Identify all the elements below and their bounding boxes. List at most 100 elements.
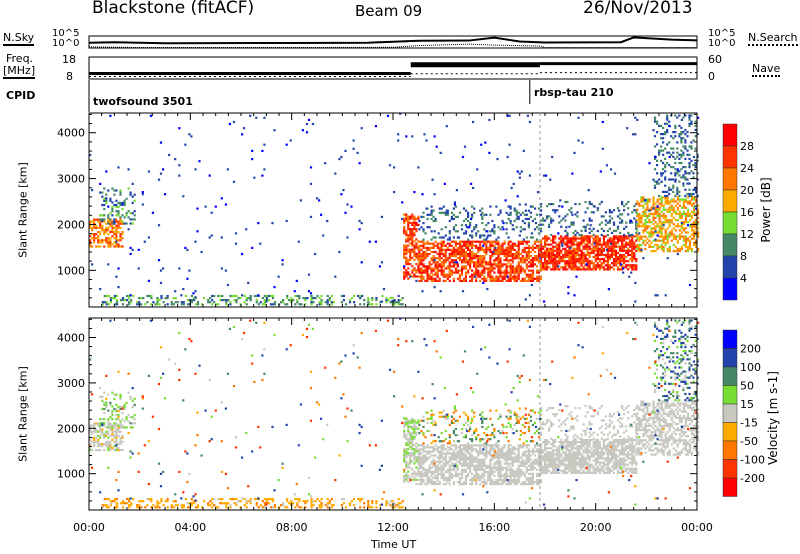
scatter-cell — [407, 448, 410, 451]
scatter-cell — [464, 244, 468, 247]
scatter-cell — [662, 149, 665, 152]
scatter-cell — [627, 237, 630, 240]
scatter-cell — [119, 407, 122, 411]
scatter-cell — [582, 266, 585, 269]
scatter-cell — [186, 506, 189, 509]
scatter-cell — [582, 245, 585, 248]
scatter-cell — [656, 214, 659, 218]
scatter-cell — [103, 442, 106, 446]
scatter-cell — [405, 435, 408, 438]
scatter-cell — [494, 246, 497, 249]
scatter-cell — [438, 450, 441, 453]
scatter-cell — [590, 247, 593, 250]
scatter-cell — [580, 237, 583, 240]
scatter-cell — [159, 269, 163, 272]
scatter-cell — [115, 239, 118, 242]
scatter-cell — [310, 301, 313, 304]
scatter-cell — [219, 498, 222, 501]
scatter-cell — [422, 458, 425, 461]
scatter-cell — [680, 137, 683, 140]
scatter-cell — [245, 500, 248, 503]
scatter-cell — [491, 479, 494, 482]
scatter-cell — [491, 228, 494, 231]
scatter-cell — [424, 483, 427, 486]
scatter-cell — [596, 247, 599, 250]
scatter-cell — [616, 258, 620, 261]
scatter-cell — [456, 456, 459, 459]
scatter-cell — [462, 277, 466, 280]
scatter-cell — [548, 237, 551, 240]
scatter-cell — [430, 257, 433, 260]
scatter-cell — [97, 430, 100, 433]
scatter-cell — [433, 135, 436, 138]
scatter-cell — [131, 218, 134, 221]
scatter-cell — [631, 253, 634, 257]
scatter-cell — [440, 250, 443, 254]
scatter-cell — [121, 230, 124, 234]
scatter-cell — [674, 250, 677, 253]
scatter-cell — [436, 257, 439, 260]
scatter-cell — [642, 239, 645, 242]
scatter-cell — [692, 233, 696, 236]
scatter-cell — [460, 279, 464, 282]
scatter-cell — [562, 268, 565, 271]
scatter-cell — [634, 116, 637, 119]
scatter-cell — [638, 225, 641, 228]
scatter-cell — [473, 226, 476, 229]
scatter-cell — [367, 299, 370, 302]
scatter-cell — [97, 440, 100, 443]
scatter-cell — [670, 204, 673, 207]
scatter-cell — [442, 448, 445, 451]
scatter-cell — [529, 215, 532, 218]
scatter-cell — [489, 446, 492, 449]
scatter-cell — [182, 301, 185, 304]
scatter-cell — [680, 118, 683, 121]
scatter-cell — [686, 247, 690, 251]
scatter-cell — [527, 255, 530, 258]
scatter-cell — [456, 263, 459, 266]
scatter-cell — [460, 456, 464, 459]
scatter-cell — [263, 299, 266, 302]
scatter-cell — [462, 481, 466, 484]
scatter-cell — [471, 476, 474, 480]
scatter-cell — [471, 244, 474, 247]
scatter-cell — [458, 240, 462, 243]
scatter-cell — [424, 252, 427, 256]
scatter-cell — [546, 217, 549, 220]
scatter-cell — [481, 217, 484, 221]
scatter-cell — [483, 462, 486, 465]
scatter-cell — [129, 395, 132, 398]
scatter-cell — [460, 248, 464, 251]
scatter-cell — [456, 468, 459, 471]
scatter-cell — [119, 393, 122, 396]
scatter-cell — [422, 215, 425, 218]
scatter-cell — [469, 224, 472, 227]
scatter-cell — [511, 271, 514, 274]
scatter-cell — [430, 246, 433, 249]
scatter-cell — [489, 234, 492, 237]
scatter-cell — [424, 232, 427, 235]
scatter-cell — [95, 449, 98, 452]
scatter-cell — [556, 268, 559, 271]
scatter-cell — [628, 234, 631, 237]
scatter-cell — [602, 215, 605, 218]
scatter-cell — [682, 182, 685, 185]
scatter-cell — [255, 294, 258, 298]
scatter-cell — [413, 273, 416, 276]
scatter-cell — [638, 239, 641, 242]
scatter-cell — [633, 217, 636, 220]
scatter-cell — [119, 216, 122, 219]
scatter-cell — [448, 232, 451, 235]
scatter-cell — [491, 269, 494, 272]
scatter-cell — [688, 239, 692, 242]
scatter-cell — [525, 259, 528, 262]
scatter-cell — [409, 217, 412, 220]
scatter-cell — [434, 261, 437, 264]
scatter-cell — [467, 261, 470, 264]
scatter-cell — [674, 135, 677, 138]
scatter-cell — [670, 208, 673, 211]
scatter-cell — [95, 245, 98, 248]
scatter-cell — [678, 198, 681, 201]
scatter-cell — [109, 197, 112, 200]
scatter-cell — [529, 265, 532, 268]
